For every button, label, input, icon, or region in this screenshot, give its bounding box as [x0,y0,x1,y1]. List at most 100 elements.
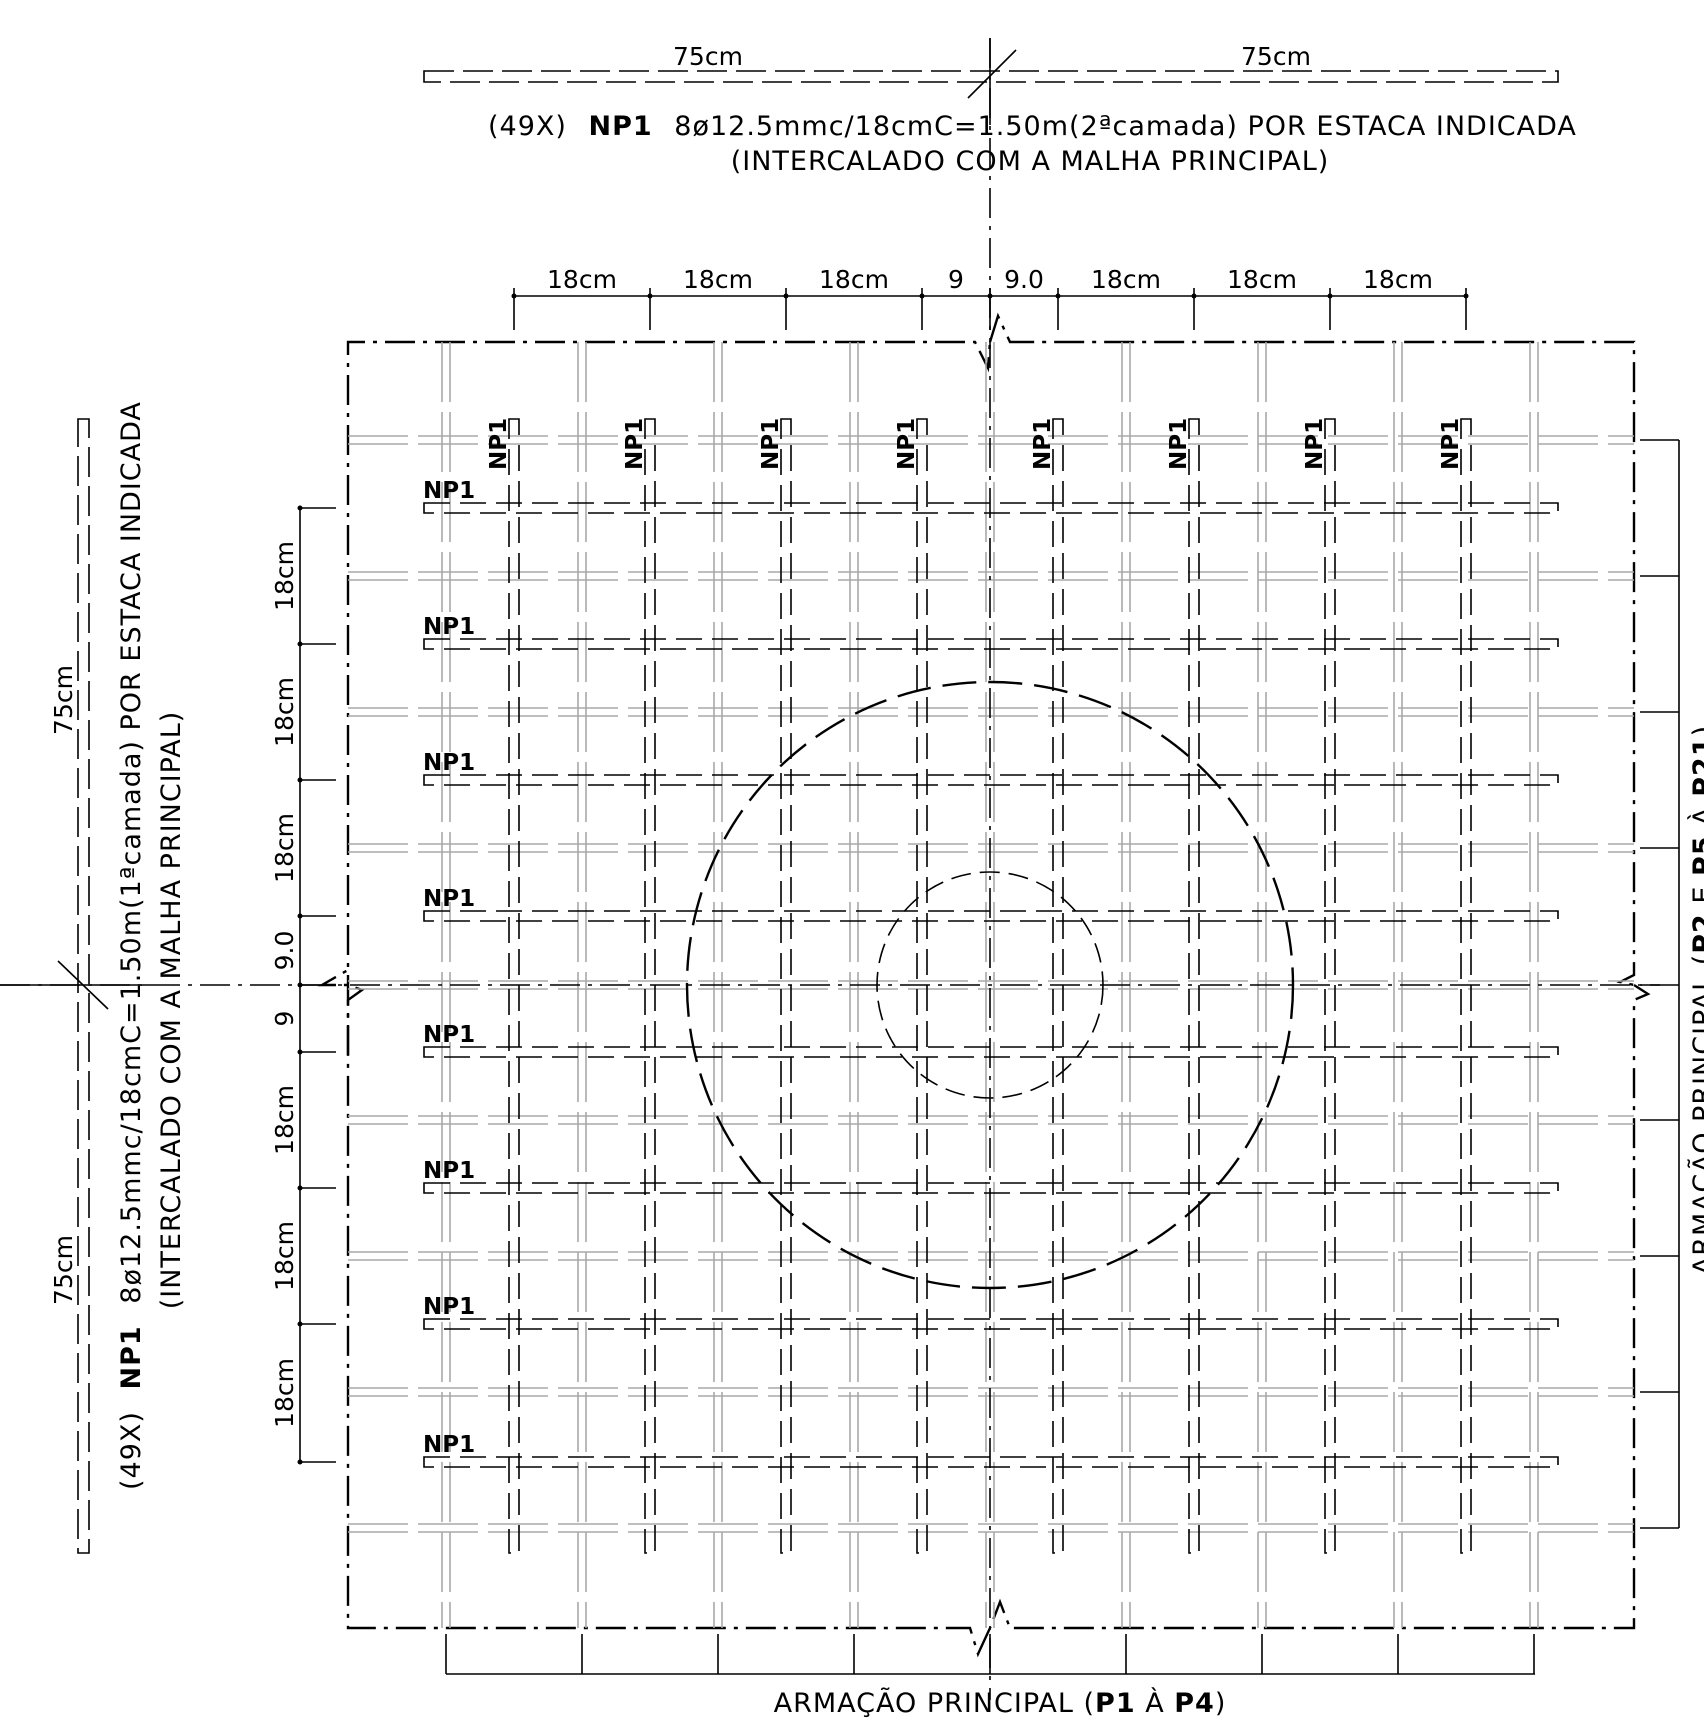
top-dimension-chain: 18cm 18cm 18cm 9 9.0 18cm 18cm 18cm [511,265,1469,330]
np1-horizontal-bar [423,774,1559,786]
bottom-label: ARMAÇÃO PRINCIPAL (P1 À P4) [774,1687,1227,1719]
top-dimension-dot [1055,293,1061,299]
np1-vertical-bar [1324,418,1336,1554]
top-bar-note: (49X) NP1 8ø12.5mmc/18cmC=1.50m(2ªcamada… [488,111,1577,142]
np1-horizontal-mark: NP1 [423,1294,475,1320]
left-dimension-dot [297,1321,303,1327]
outline-bottom-right [988,983,1651,1630]
left-dimension-label: 18cm [270,1221,299,1291]
right-label-from: P2 [1688,913,1704,954]
left-dimension-label: 18cm [270,813,299,883]
np1-horizontal-bar [423,1456,1559,1468]
top-bar-shape [423,70,1559,83]
np1-horizontal-bar [423,638,1559,650]
left-dimension-label: 18cm [270,1085,299,1155]
top-dimension-dot [1191,293,1197,299]
top-dimension-dot [511,293,517,299]
bottom-label-prefix: ARMAÇÃO PRINCIPAL ( [774,1687,1095,1719]
left-bar-note-spec: 8ø12.5mmc/18cmC=1.50m(1ªcamada) POR ESTA… [116,401,147,1304]
right-label-prefix: ARMAÇÃO PRINCIPAL ( [1687,954,1704,1275]
np1-horizontal-mark: NP1 [423,478,475,504]
left-bar-break-slash [57,960,109,1010]
center-axes [0,38,1660,1700]
top-dimension-label: 18cm [1091,265,1161,294]
np1-horizontal-bar [423,1318,1559,1330]
np1-horizontal-bar [423,1182,1559,1194]
np1-vertical-mark: NP1 [758,418,784,470]
left-bar-shape [77,418,90,1554]
gray-horizontal-bar [348,1387,1634,1397]
left-dimension-dot [297,913,303,919]
left-dimension-dot [297,1459,303,1465]
np1-horizontal-bar [423,1046,1559,1058]
bottom-label-middle: À [1136,1687,1175,1719]
left-dimension-label: 9.0 [270,931,299,971]
left-bar-note-count: (49X) [116,1411,147,1490]
top-bar-break-slash [967,49,1017,99]
left-bar-detail: 75cm 75cm (49X) NP1 8ø12.5mmc/18cmC=1.50… [0,401,187,1554]
top-dimension-dot [647,293,653,299]
np1-horizontal-mark: NP1 [423,750,475,776]
bottom-label-from: P1 [1095,1688,1136,1719]
top-dimension-label: 9 [948,265,964,294]
np1-vertical-bar [508,418,520,1554]
left-bar-half-bottom-label: 75cm [49,1235,78,1305]
left-bar-note: (49X) NP1 8ø12.5mmc/18cmC=1.50m(1ªcamada… [116,401,147,1490]
left-dimension-label: 18cm [270,1358,299,1428]
outline-top-right [988,312,1636,987]
right-label-from2: P5 [1688,835,1704,876]
left-dimension-label: 18cm [270,541,299,611]
gray-horizontal-bar [348,571,1634,581]
right-label-mid2: À [1687,797,1704,836]
top-dimension-dot [783,293,789,299]
np1-vertical-bar [644,418,656,1554]
gray-horizontal-bar [348,707,1634,717]
top-dimension-dot [919,293,925,299]
np1-vertical-bar [1188,418,1200,1554]
top-dimension-dot [1463,293,1469,299]
top-bar-note-count: (49X) [488,111,567,142]
gray-vertical-bar [985,342,995,1628]
np1-horizontal-mark: NP1 [423,1158,475,1184]
top-dimension-label: 18cm [683,265,753,294]
left-dimension-dot [297,641,303,647]
bottom-bracket: ARMAÇÃO PRINCIPAL (P1 À P4) [445,1634,1535,1719]
left-dimension-label: 9 [270,1011,299,1027]
np1-vertical-mark: NP1 [622,418,648,470]
top-dimension-label: 18cm [819,265,889,294]
np1-vertical-mark: NP1 [1302,418,1328,470]
np1-bars [423,418,1559,1554]
right-label-mid1: E [1688,876,1704,913]
gray-horizontal-bar [348,1523,1634,1533]
bottom-label-suffix: ) [1215,1688,1227,1719]
top-dimension-label: 18cm [547,265,617,294]
top-dimension-dot [1327,293,1333,299]
gray-horizontal-bar [348,843,1634,853]
np1-vertical-bar [916,418,928,1554]
bottom-label-to: P4 [1174,1688,1215,1719]
top-bar-note-spec: 8ø12.5mmc/18cmC=1.50m(2ªcamada) POR ESTA… [674,111,1577,142]
top-dimension-label: 9.0 [1004,265,1044,294]
np1-vertical-bar [780,418,792,1554]
right-label-suffix: ) [1688,725,1704,737]
top-bar-half-left-label: 75cm [673,42,743,71]
left-dimension-dot [297,505,303,511]
left-bar-note-line2: (INTERCALADO COM A MALHA PRINCIPAL) [156,711,187,1310]
left-dimension-label: 18cm [270,677,299,747]
right-bracket: ARMAÇÃO PRINCIPAL (P2 E P5 À P21) [1640,439,1704,1529]
np1-vertical-mark: NP1 [894,418,920,470]
bottom-bracket-ticks [445,1634,1535,1674]
gray-vertical-bar [1529,342,1539,1628]
gray-horizontal-bar [348,435,1634,445]
top-bar-detail: 75cm 75cm (49X) NP1 8ø12.5mmc/18cmC=1.50… [423,38,1577,177]
np1-horizontal-mark: NP1 [423,886,475,912]
gray-horizontal-bar [348,980,1634,990]
left-bar-half-top-label: 75cm [49,665,78,735]
np1-vertical-mark: NP1 [486,418,512,470]
right-bracket-ticks [1640,439,1679,1529]
np1-horizontal-mark: NP1 [423,1022,475,1048]
np1-vertical-mark: NP1 [1166,418,1192,470]
left-bar-note-mark: NP1 [116,1325,147,1389]
gray-horizontal-bar [348,1251,1634,1261]
